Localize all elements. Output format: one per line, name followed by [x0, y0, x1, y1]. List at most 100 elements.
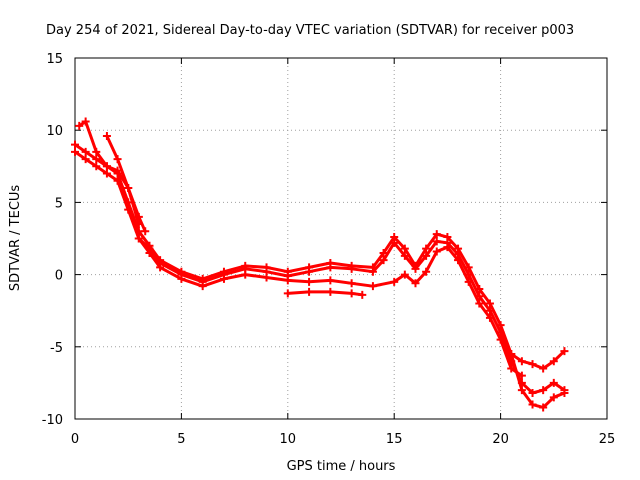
data-point-marker: [560, 347, 569, 356]
data-point-marker: [390, 238, 399, 247]
data-point-marker: [400, 251, 409, 260]
data-point-marker: [156, 263, 165, 272]
x-tick-label: 15: [386, 432, 403, 447]
data-point-marker: [379, 256, 388, 265]
chart-title: Day 254 of 2021, Sidereal Day-to-day VTE…: [46, 23, 574, 38]
data-point-marker: [92, 155, 101, 164]
y-tick-label: -10: [42, 413, 63, 428]
data-point-marker: [432, 237, 441, 246]
data-point-marker: [454, 256, 463, 265]
data-point-marker: [262, 273, 271, 282]
y-tick-label: 10: [46, 124, 63, 139]
data-point-marker: [219, 274, 228, 283]
y-tick-label: 0: [55, 269, 63, 284]
data-point-marker: [390, 277, 399, 286]
data-point-marker: [475, 299, 484, 308]
series-line-track-b: [73, 150, 566, 395]
data-point-marker: [113, 176, 122, 185]
data-point-marker: [368, 282, 377, 291]
series-line-track-a: [73, 143, 566, 409]
data-point-marker: [411, 264, 420, 273]
data-point-marker: [485, 313, 494, 322]
plot-frame: [74, 57, 608, 420]
data-point-marker: [145, 248, 154, 257]
data-point-marker: [124, 183, 133, 192]
data-point-marker: [347, 279, 356, 288]
data-point-marker: [75, 121, 84, 130]
y-tick-label: 15: [46, 52, 63, 67]
data-point-marker: [71, 140, 79, 149]
data-point-marker: [422, 251, 431, 260]
y-axis-label: SDTVAR / TECUs: [8, 185, 23, 292]
data-point-marker: [496, 335, 505, 344]
y-tick-label: 5: [55, 196, 63, 211]
data-point-marker: [368, 267, 377, 276]
data-point-marker: [485, 306, 494, 315]
data-point-marker: [549, 393, 558, 402]
data-point-marker: [507, 350, 516, 359]
data-point-marker: [113, 166, 122, 175]
data-point-marker: [177, 274, 186, 283]
data-point-marker: [539, 403, 548, 412]
data-point-marker: [549, 357, 558, 366]
data-point-marker: [539, 386, 548, 395]
data-point-marker: [517, 378, 526, 387]
y-tick-label: -5: [50, 341, 63, 356]
data-point-marker: [358, 290, 367, 299]
data-point-marker: [92, 162, 101, 171]
data-point-marker: [517, 371, 526, 380]
data-point-marker: [113, 155, 122, 164]
data-point-marker: [422, 244, 431, 253]
data-point-marker: [134, 234, 143, 243]
data-point-marker: [326, 276, 335, 285]
data-point-marker: [432, 230, 441, 239]
series-line-track-e: [137, 237, 524, 378]
data-point-marker: [92, 147, 101, 156]
data-point-marker: [305, 277, 314, 286]
data-point-marker: [198, 282, 207, 291]
data-point-marker: [347, 289, 356, 298]
data-point-marker: [102, 169, 111, 178]
data-point-marker: [400, 244, 409, 253]
data-point-marker: [283, 289, 292, 298]
data-point-marker: [305, 267, 314, 276]
data-point-marker: [517, 386, 526, 395]
series-line-track-g: [509, 349, 566, 370]
x-tick-label: 5: [177, 432, 185, 447]
x-tick-label: 20: [492, 432, 509, 447]
data-point-marker: [241, 270, 250, 279]
data-point-marker: [432, 247, 441, 256]
data-point-marker: [528, 400, 537, 409]
data-point-marker: [124, 205, 133, 214]
data-point-marker: [326, 263, 335, 272]
data-point-marker: [517, 357, 526, 366]
x-tick-label: 0: [71, 432, 79, 447]
data-point-marker: [326, 287, 335, 296]
data-point-marker: [464, 277, 473, 286]
data-point-marker: [507, 364, 516, 373]
data-point-marker: [549, 378, 558, 387]
gridlines: [75, 58, 607, 419]
data-point-marker: [81, 147, 90, 156]
axis-ticks: 0 5 10 15 20 25 -10 -5 0 5 10 15: [42, 52, 616, 447]
data-series: [71, 117, 569, 412]
data-point-marker: [422, 267, 431, 276]
data-point-marker: [443, 243, 452, 252]
data-point-marker: [528, 360, 537, 369]
data-point-marker: [400, 270, 409, 279]
data-point-marker: [134, 212, 143, 221]
data-point-marker: [539, 364, 548, 373]
data-point-marker: [485, 299, 494, 308]
data-point-marker: [141, 227, 150, 236]
data-point-marker: [81, 155, 90, 164]
data-point-marker: [347, 264, 356, 273]
data-point-marker: [305, 287, 314, 296]
data-point-marker: [283, 276, 292, 285]
data-point-marker: [81, 117, 90, 126]
data-point-marker: [102, 162, 111, 171]
data-point-marker: [560, 386, 569, 395]
data-point-marker: [71, 147, 79, 156]
data-point-marker: [411, 279, 420, 288]
x-tick-label: 10: [280, 432, 297, 447]
